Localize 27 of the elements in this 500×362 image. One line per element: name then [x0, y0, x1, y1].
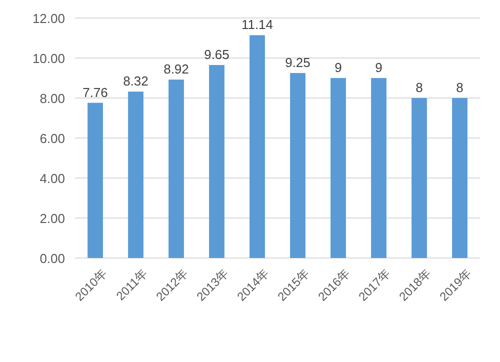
y-tick-label: 8.00	[40, 91, 65, 106]
data-label: 9	[334, 60, 342, 75]
bar	[250, 35, 265, 258]
y-tick-label: 6.00	[40, 131, 65, 146]
y-tick-label: 2.00	[40, 211, 65, 226]
bar	[371, 78, 386, 258]
data-label: 8	[456, 80, 464, 95]
data-label: 9.25	[285, 55, 310, 70]
bar	[209, 65, 224, 258]
data-label: 11.14	[241, 17, 274, 32]
data-label: 9.65	[204, 47, 230, 62]
bar	[412, 98, 427, 258]
bar	[128, 92, 144, 258]
data-label: 7.76	[82, 84, 108, 100]
bar	[452, 98, 468, 258]
y-tick-label: 0.00	[40, 251, 65, 266]
data-label: 8.32	[123, 74, 148, 89]
bar	[168, 80, 184, 258]
data-label: 8	[416, 80, 423, 95]
bar	[88, 102, 103, 258]
bar	[330, 78, 346, 258]
bar	[290, 73, 306, 258]
y-tick-label: 4.00	[40, 171, 65, 186]
data-label: 8.92	[164, 62, 189, 77]
y-tick-label: 12.00	[32, 11, 65, 26]
data-label: 9	[375, 60, 382, 75]
y-tick-label: 10.00	[32, 51, 65, 66]
